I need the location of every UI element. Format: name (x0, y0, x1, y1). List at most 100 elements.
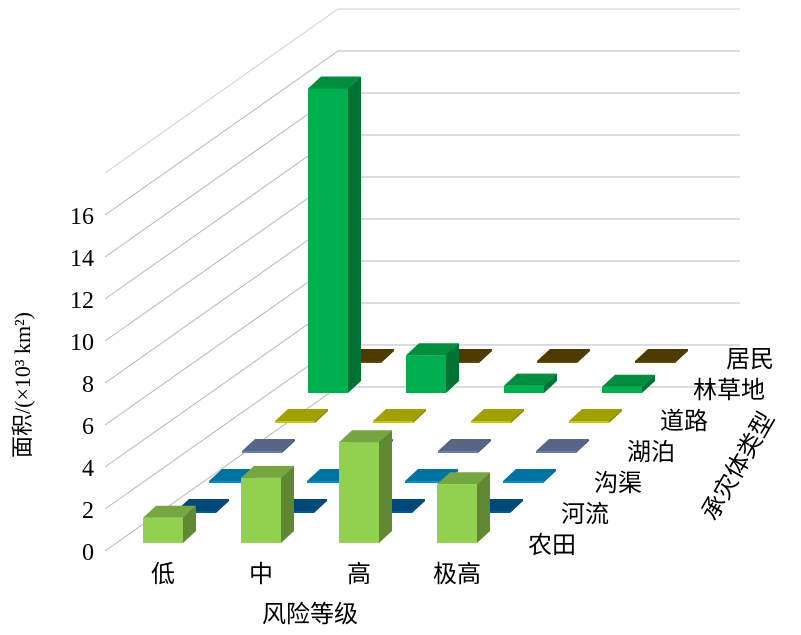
bar-top (536, 439, 589, 451)
y-tick-labels: 0 2 4 6 8 10 12 14 16 (70, 204, 94, 566)
bar-side (315, 409, 328, 423)
bar-top (438, 439, 491, 451)
x-tick-label: 中 (249, 561, 273, 588)
bar-front (569, 421, 609, 423)
bar-top (241, 465, 294, 478)
bar-side (348, 76, 361, 393)
y-tick-label: 2 (82, 498, 94, 524)
series-label: 沟渠 (594, 470, 642, 497)
bar (569, 409, 622, 423)
series-label: 道路 (660, 408, 708, 435)
bar-front (373, 421, 413, 423)
bar-side (216, 499, 229, 513)
bar-top (602, 374, 655, 387)
y-tick-label: 6 (82, 414, 94, 440)
bar-side (282, 439, 295, 453)
bar-side (609, 409, 622, 423)
bar-side (413, 409, 426, 423)
bar-front (503, 481, 543, 483)
bar-side (477, 472, 490, 543)
bar-top (503, 469, 556, 481)
bar-top (406, 343, 459, 356)
bar-side (281, 465, 294, 543)
y-tick-label: 14 (70, 246, 94, 272)
bar-top (373, 409, 426, 421)
bar-front (537, 361, 577, 363)
bar-front (635, 361, 675, 363)
bars (143, 76, 688, 543)
bar-side (642, 374, 655, 393)
series-labels: 农田 河流 沟渠 湖泊 道路 林草地 居民 (528, 347, 774, 559)
bar-side (479, 349, 492, 363)
x-tick-labels: 低 中 高 极高 (151, 561, 481, 588)
bar-top (504, 373, 557, 386)
series-label: 河流 (561, 501, 609, 528)
bar-side (576, 439, 589, 453)
bar-front (405, 481, 445, 483)
bar (438, 439, 491, 453)
bar-front (438, 451, 478, 453)
bar (308, 76, 361, 393)
bar (339, 430, 392, 543)
bar-side (478, 439, 491, 453)
series-label: 农田 (528, 532, 576, 559)
bar-top (437, 472, 490, 485)
bar-side (446, 343, 459, 393)
bar-front (242, 451, 282, 453)
bar (537, 349, 590, 363)
bar-side (543, 469, 556, 483)
y-tick-label: 16 (70, 204, 94, 230)
bar-top (308, 76, 361, 89)
bar-side (314, 499, 327, 513)
y-tick-label: 10 (70, 330, 94, 356)
bar-top (569, 409, 622, 421)
x-tick-label: 高 (347, 561, 371, 588)
bar-top (471, 409, 524, 421)
bar (242, 439, 295, 453)
bar-side (381, 349, 394, 363)
bar-top (635, 349, 688, 361)
bar-front (536, 451, 576, 453)
gridline (104, 8, 740, 174)
bar-top (275, 409, 328, 421)
bar-top (339, 430, 392, 443)
bar-side (675, 349, 688, 363)
bar-side (412, 499, 425, 513)
bar (241, 465, 294, 543)
series-label: 湖泊 (627, 439, 675, 466)
bar-side (511, 409, 524, 423)
bar-front (209, 481, 249, 483)
series-axis-title: 承灾体类型 (697, 408, 780, 525)
bar (373, 409, 426, 423)
bar-front (307, 481, 347, 483)
gridline (104, 50, 740, 216)
bar-front (308, 88, 348, 393)
bar-front (143, 517, 183, 543)
bar (471, 409, 524, 423)
bar (635, 349, 688, 363)
bar-front (504, 385, 544, 393)
bar-side (183, 505, 196, 543)
y-axis-title: 面积/(×10³ km²) (10, 312, 35, 458)
bar (406, 343, 459, 393)
bar-front (471, 421, 511, 423)
x-tick-label: 低 (151, 561, 175, 588)
bar-front (602, 386, 642, 393)
bar (437, 472, 490, 543)
bar-front (437, 484, 477, 543)
bar-front (275, 421, 315, 423)
bar-front (339, 442, 379, 543)
bar-top (242, 439, 295, 451)
series-label: 林草地 (693, 377, 765, 404)
bar-top (537, 349, 590, 361)
bar-side (379, 430, 392, 543)
bar-side (510, 499, 523, 513)
bar-side (544, 373, 557, 393)
series-label: 居民 (726, 347, 774, 373)
bar-front (406, 355, 446, 393)
bar (143, 505, 196, 543)
bar-top (143, 505, 196, 518)
y-tick-label: 0 (82, 540, 94, 566)
bar (536, 439, 589, 453)
